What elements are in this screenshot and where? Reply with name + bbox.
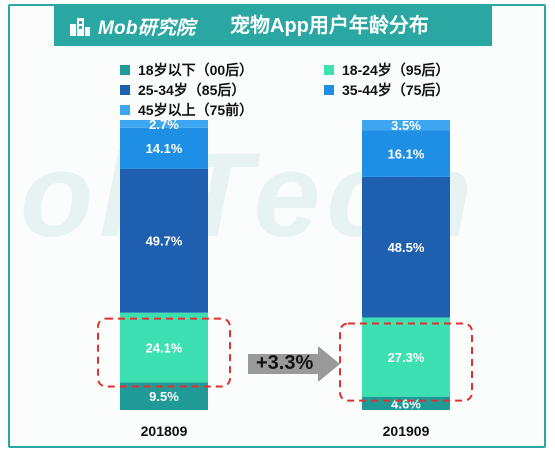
legend-item: 25-34岁（85后）: [120, 80, 245, 100]
bar-segment: [362, 176, 450, 318]
highlight-box: [339, 322, 473, 402]
data-label: 2.7%: [149, 117, 179, 132]
legend-item: 45岁以上（75前）: [120, 100, 253, 120]
x-tick-label: 201809: [141, 423, 188, 439]
building-icon: [70, 18, 90, 36]
legend: 18岁以下（00后） 18-24岁（95后） 25-34岁（85后） 35-44…: [0, 0, 555, 120]
bar-segment: [362, 317, 450, 397]
title-bar: [54, 6, 492, 46]
legend-item: 18-24岁（95后）: [324, 60, 449, 80]
chart-title: 宠物App用户年龄分布: [230, 15, 429, 37]
bar-segment: [120, 312, 208, 383]
brand-logo: Mob研究院: [68, 12, 195, 40]
data-label: 16.1%: [388, 146, 425, 161]
bar-segment: [120, 127, 208, 169]
increase-arrow-icon: [248, 346, 340, 382]
data-label: 27.3%: [388, 350, 425, 365]
data-label: 24.1%: [146, 341, 183, 356]
legend-item: 35-44岁（75后）: [324, 80, 449, 100]
legend-label: 25-34岁（85后）: [138, 82, 246, 98]
legend-swatch: [324, 65, 334, 75]
legend-swatch: [120, 85, 130, 95]
data-label: 4.6%: [391, 396, 421, 411]
legend-item: 18岁以下（00后）: [120, 60, 253, 80]
legend-label: 45岁以上（75前）: [138, 102, 254, 118]
data-label: 14.1%: [146, 141, 183, 156]
legend-swatch: [120, 65, 130, 75]
legend-swatch: [324, 85, 334, 95]
data-label: 9.5%: [149, 389, 179, 404]
data-label: 3.5%: [391, 118, 421, 133]
growth-annotation: +3.3%: [256, 352, 314, 374]
bar-segment: [362, 120, 450, 131]
x-tick-label: 201909: [383, 423, 430, 439]
bar-segment: [120, 168, 208, 313]
legend-swatch: [120, 105, 130, 115]
brand-name: Mob研究院: [98, 17, 196, 39]
bar-segment: [120, 120, 208, 128]
data-label: 49.7%: [146, 234, 183, 249]
legend-label: 18-24岁（95后）: [342, 62, 450, 78]
legend-label: 18岁以下（00后）: [138, 62, 254, 78]
legend-label: 35-44岁（75后）: [342, 82, 450, 98]
bar-segment: [362, 130, 450, 177]
data-label: 48.5%: [388, 240, 425, 255]
